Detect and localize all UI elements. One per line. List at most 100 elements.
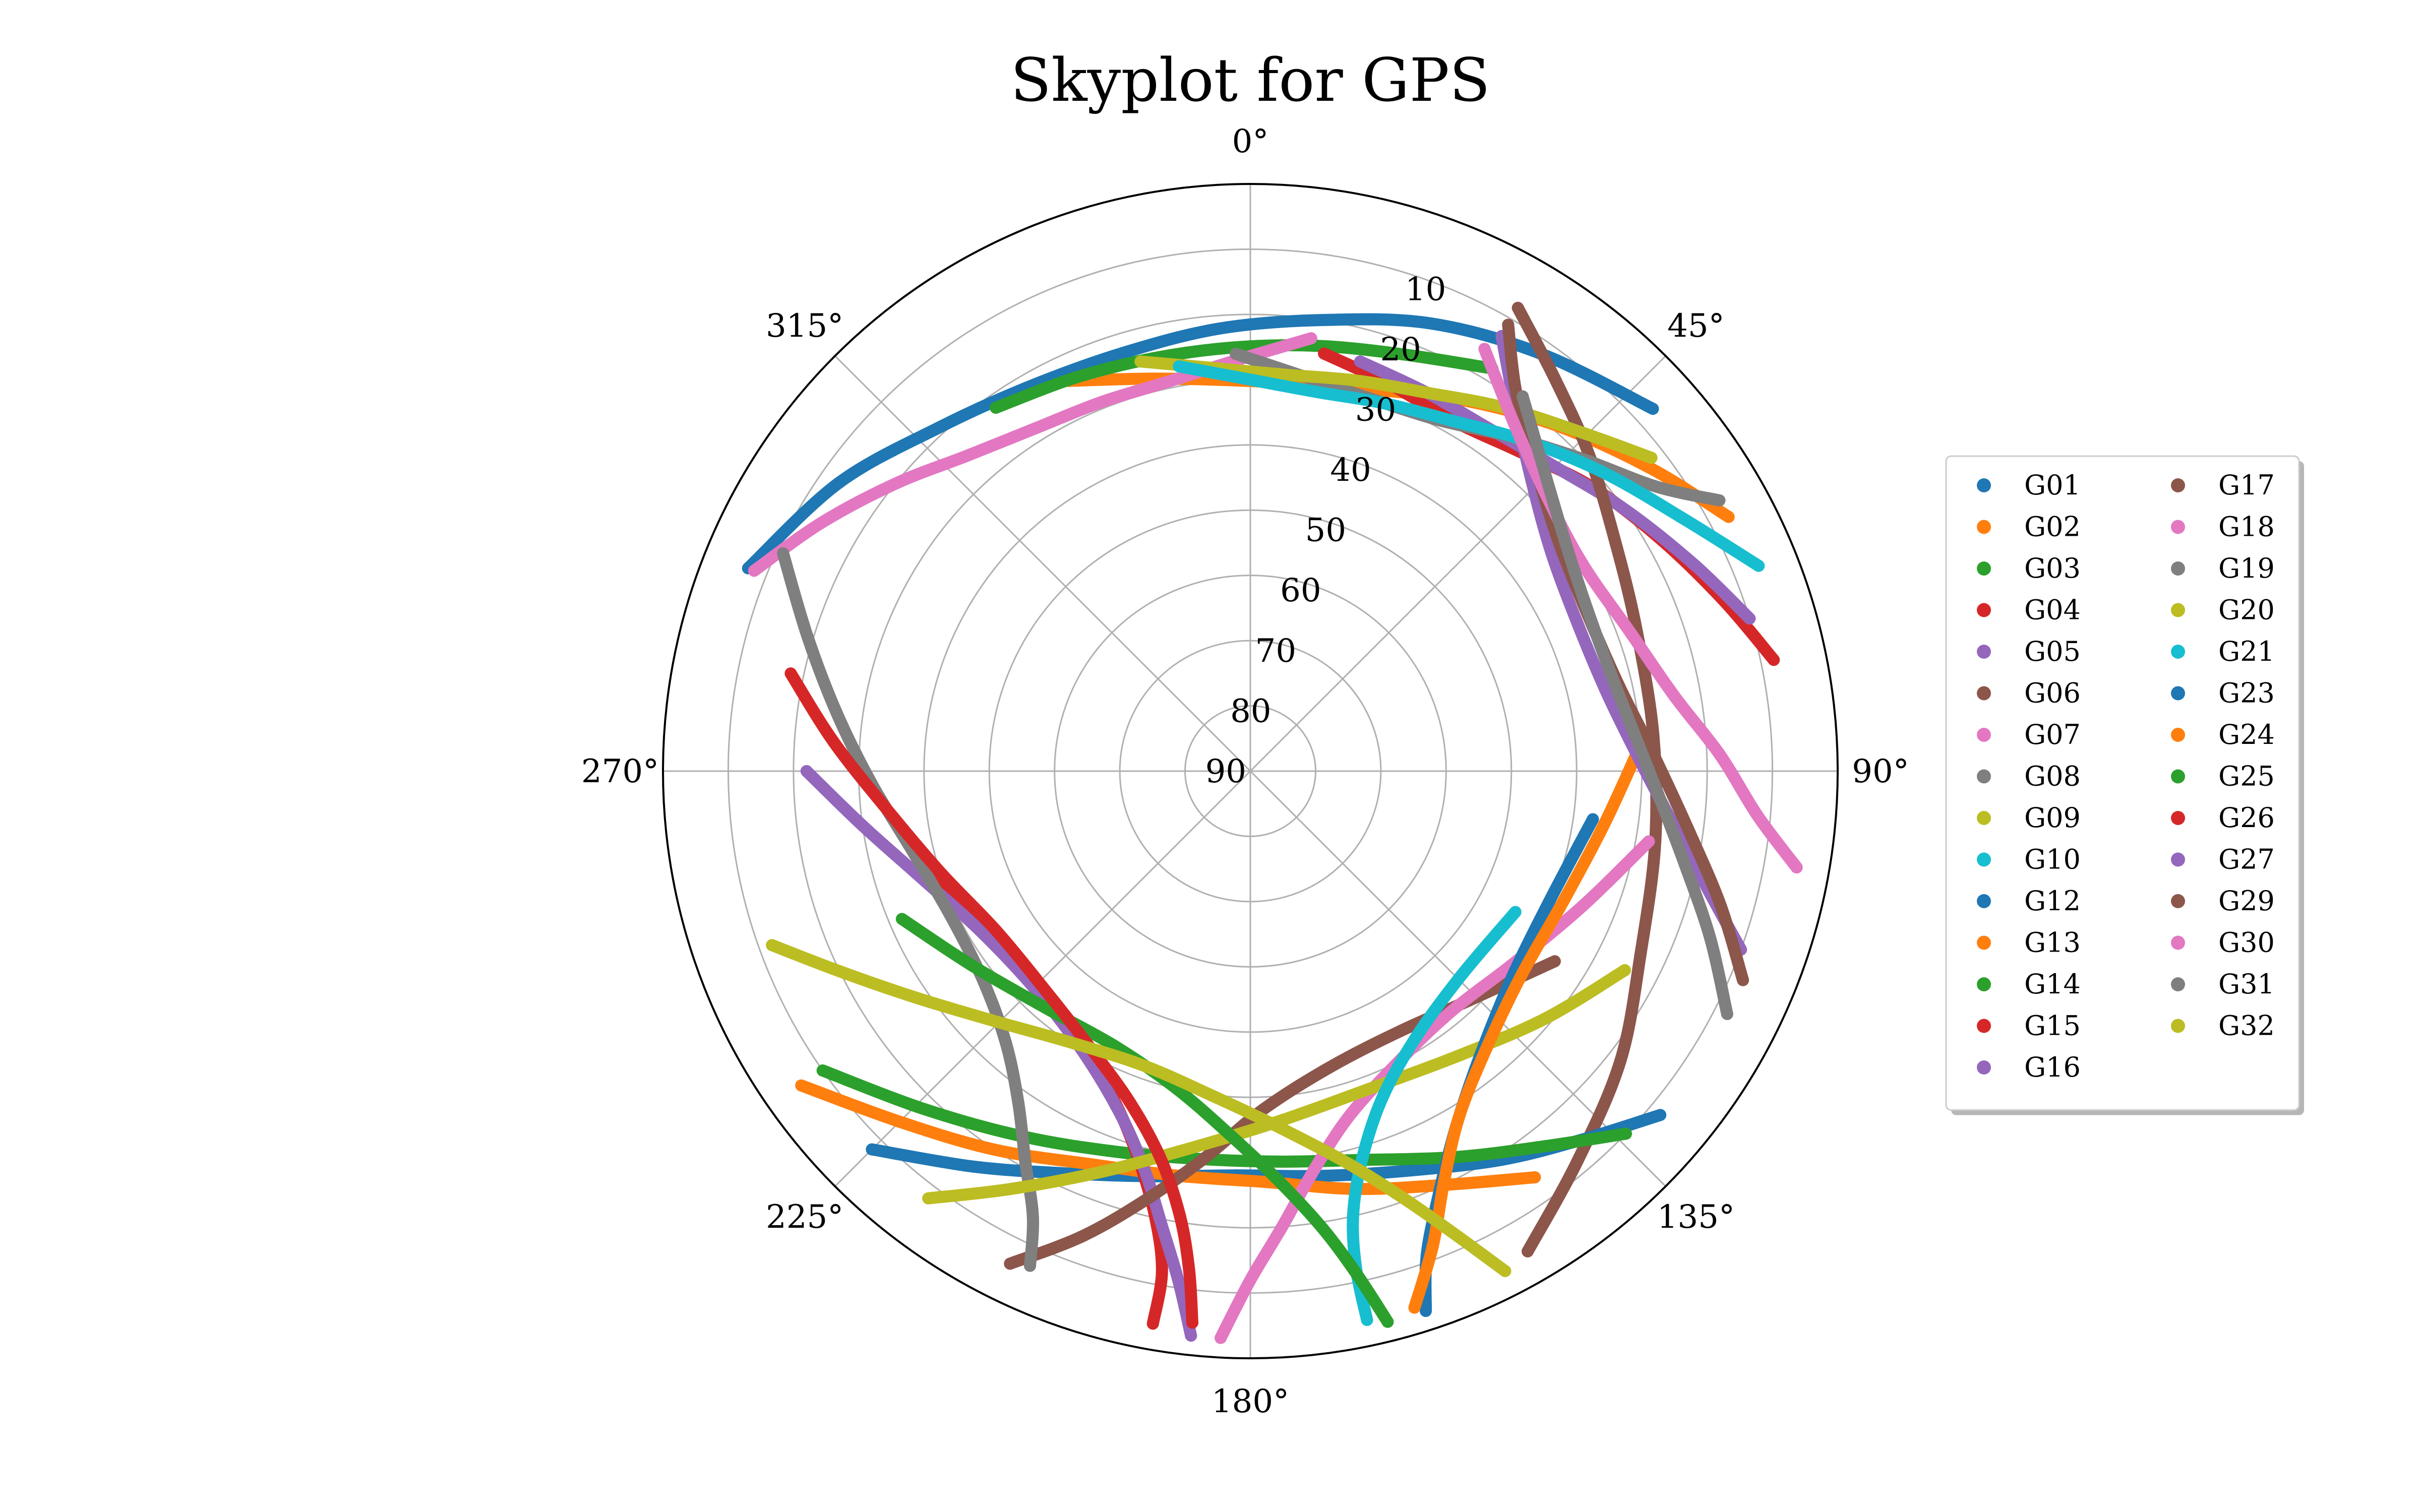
legend-item-g23: G23 — [2171, 677, 2275, 709]
track-point — [1354, 355, 1366, 368]
legend-item-g04: G04 — [1977, 594, 2081, 626]
legend-item-g29: G29 — [2171, 885, 2275, 917]
track-point — [1544, 892, 1557, 905]
track-point — [1645, 452, 1658, 464]
track-point — [1549, 460, 1561, 473]
legend-item-g10: G10 — [1977, 844, 2081, 875]
track-point — [1213, 322, 1226, 335]
track-g14 — [816, 1064, 1632, 1168]
track-point — [966, 960, 979, 972]
track-point — [1654, 1109, 1667, 1121]
radial-tick-label: 10 — [1405, 271, 1446, 308]
track-point — [967, 1160, 980, 1173]
legend-marker — [2171, 894, 2185, 908]
track-point — [1174, 1210, 1186, 1222]
legend-label: G26 — [2218, 802, 2275, 834]
track-point — [1244, 1274, 1256, 1286]
track-point — [1069, 371, 1081, 384]
legend-marker — [1977, 728, 1991, 742]
track-point — [1378, 397, 1390, 410]
angle-tick-label: 270° — [581, 753, 659, 790]
track-point — [1156, 1220, 1168, 1232]
track-point — [1273, 1175, 1285, 1187]
track-point — [1134, 355, 1147, 368]
track-point — [1647, 403, 1659, 415]
track-g10 — [1173, 360, 1765, 572]
track-point — [815, 517, 827, 530]
track-point — [1683, 827, 1696, 839]
polar-axes: 0° 45° 90° 135° 180° 225° 270° 315° 10 20 30 40 50 60… — [581, 123, 1909, 1420]
track-point — [1196, 1153, 1209, 1166]
legend-item-g25: G25 — [2171, 761, 2275, 792]
track-point — [1646, 463, 1658, 475]
legend-label: G13 — [2024, 927, 2081, 959]
track-point — [986, 1014, 998, 1027]
legend-label: G05 — [2024, 636, 2081, 667]
legend-marker — [2171, 935, 2185, 950]
track-point — [1156, 1266, 1168, 1279]
track-line — [895, 913, 1394, 1328]
track-point — [1394, 1025, 1407, 1037]
track-point — [784, 667, 797, 680]
legend-item-g19: G19 — [2171, 552, 2275, 584]
track-point — [1003, 1183, 1015, 1195]
track-point — [990, 402, 1002, 414]
track-point — [1446, 415, 1459, 427]
track-point — [1039, 1001, 1051, 1014]
track-point — [1311, 386, 1323, 398]
track-point — [1529, 1171, 1541, 1183]
track-point — [1024, 1259, 1036, 1272]
track-point — [1563, 549, 1576, 562]
track-point — [1618, 964, 1631, 976]
track-point — [1012, 1096, 1024, 1109]
track-point — [1137, 1195, 1150, 1208]
legend-item-g20: G20 — [2171, 594, 2275, 626]
track-point — [777, 547, 790, 559]
track-point — [1116, 347, 1129, 359]
track-point — [1425, 317, 1437, 330]
track-point — [990, 924, 1002, 936]
track-point — [1714, 748, 1726, 761]
track-point — [1039, 984, 1052, 997]
track-point — [1137, 1059, 1150, 1072]
legend-item-g27: G27 — [2171, 844, 2275, 875]
legend-item-g13: G13 — [1977, 927, 2081, 959]
legend-item-g01: G01 — [1977, 469, 2081, 501]
radial-tick-label: 40 — [1330, 452, 1371, 489]
track-point — [827, 736, 840, 748]
track-point — [1215, 1332, 1227, 1344]
radial-tick-label: 80 — [1230, 692, 1271, 730]
track-point — [1649, 779, 1661, 791]
track-point — [1279, 368, 1291, 381]
track-point — [800, 765, 813, 777]
legend-marker — [1977, 1019, 1991, 1033]
legend-marker — [1977, 769, 1991, 784]
legend-label: G03 — [2024, 552, 2081, 584]
track-point — [1522, 1245, 1534, 1257]
track-point — [1545, 546, 1557, 559]
track-point — [881, 803, 893, 815]
track-point — [1679, 514, 1692, 526]
track-point — [1420, 1305, 1432, 1317]
track-point — [1589, 625, 1602, 638]
track-point — [1090, 1167, 1102, 1179]
legend-label: G30 — [2218, 927, 2275, 959]
track-point — [893, 1115, 906, 1128]
track-point — [1376, 1092, 1388, 1104]
track-point — [934, 421, 946, 433]
legend-item-g07: G07 — [1977, 719, 2081, 750]
legend-label: G19 — [2218, 552, 2275, 584]
track-point — [1155, 1153, 1167, 1165]
legend-marker — [2171, 645, 2185, 659]
legend-marker — [1977, 935, 1991, 950]
track-point — [1602, 689, 1614, 702]
track-point — [1668, 690, 1681, 703]
track-point — [1343, 1110, 1356, 1122]
legend-marker — [2171, 769, 2185, 784]
track-point — [766, 939, 778, 952]
track-point — [1173, 360, 1185, 372]
track-point — [1123, 1096, 1136, 1108]
track-point — [1515, 969, 1528, 982]
legend-label: G27 — [2218, 844, 2275, 875]
radial-tick-label: 60 — [1280, 572, 1321, 609]
